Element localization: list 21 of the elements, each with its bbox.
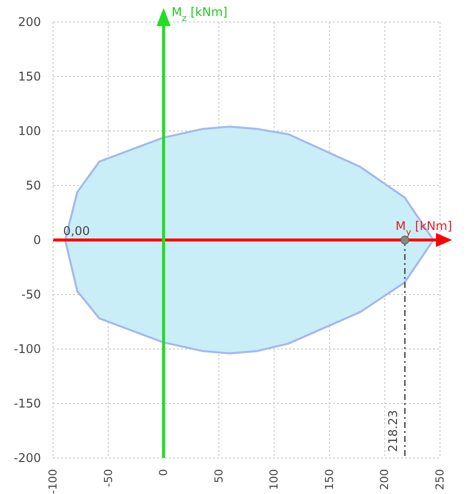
- x-tick-label: 250: [434, 469, 446, 490]
- y-tick-label: 150: [18, 70, 41, 84]
- y-tick-label: 100: [18, 124, 41, 138]
- x-axis-title: M$_{y}$ [kNm]: [396, 219, 452, 238]
- x-tick-label: -50: [102, 469, 115, 487]
- y-tick-label: 200: [18, 15, 41, 29]
- y-tick-label: -200: [14, 451, 41, 465]
- x-tick-label: 150: [322, 469, 336, 490]
- x-tick-label: 50: [212, 469, 226, 483]
- y-tick-label: 0: [33, 233, 41, 247]
- y-tick-label: -50: [21, 288, 41, 302]
- x-tick-label: 100: [268, 469, 281, 490]
- y-tick-label: -100: [14, 342, 41, 356]
- ref-line-label: 218.23: [386, 410, 400, 452]
- y-tick-label: -150: [14, 396, 41, 410]
- x-tick-label: 200: [378, 469, 392, 490]
- annotation: 0,00: [63, 224, 90, 238]
- x-tick-label: 0: [157, 469, 170, 476]
- y-tick-label: 50: [26, 178, 41, 192]
- x-tick-label: -100: [46, 469, 60, 494]
- y-axis-title: M$_{z}$ [kNm]: [172, 5, 228, 24]
